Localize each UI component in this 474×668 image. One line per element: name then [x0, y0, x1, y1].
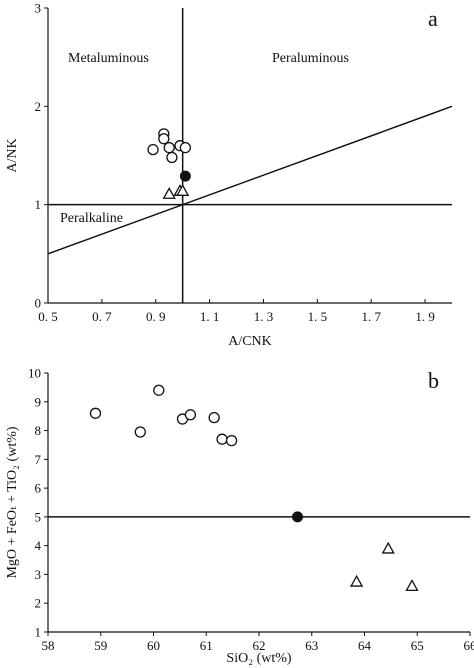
y-tick-label: 10 [28, 366, 41, 381]
panel-a-points [147, 128, 192, 199]
x-tick-label: 65 [411, 638, 424, 653]
reference-line-line [47, 105, 453, 255]
panel-b-y-axis-label: MgO + FeOₜ + TiO₂ (wt%) [5, 426, 20, 578]
y-tick-label: 0 [35, 296, 42, 311]
panel-a-reference-lines [47, 8, 453, 303]
x-tick-label: 1. 7 [361, 309, 381, 324]
data-point-open-triangle [162, 187, 176, 199]
x-tick-label: 66 [464, 638, 474, 653]
x-tick-label: 0. 7 [92, 309, 112, 324]
data-point-open-circle [179, 141, 192, 154]
data-point-open-triangle [176, 184, 190, 196]
x-tick-label: 60 [147, 638, 160, 653]
region-label-peralkaline: Peralkaline [60, 211, 123, 226]
y-tick-label: 9 [35, 394, 42, 409]
panel-a-y-axis-label: A/NK [5, 138, 20, 172]
y-tick-label: 5 [35, 509, 42, 524]
data-point-open-circle [166, 151, 178, 164]
x-tick-label: 1. 3 [254, 309, 274, 324]
x-tick-label: 63 [305, 638, 318, 653]
data-point-open-circle [153, 384, 165, 396]
y-tick-label: 6 [35, 481, 42, 496]
data-point-open-circle [163, 141, 175, 154]
y-tick-label: 2 [35, 596, 42, 611]
data-point-open-circle [208, 411, 220, 424]
data-point-open-triangle [381, 541, 395, 554]
panel-b-letter: b [428, 368, 439, 393]
y-tick-label: 4 [35, 538, 42, 553]
y-tick-label: 1 [35, 197, 42, 212]
region-label-metaluminous: Metaluminous [68, 51, 149, 66]
panel-b-chart: 58 59 60 61 62 63 64 65 66 1 2 3 4 5 6 7 8 9 10 SiO₂ (wt%)… [5, 366, 474, 667]
x-tick-label: 58 [42, 638, 55, 653]
x-tick-label: 1. 1 [200, 309, 220, 324]
data-point-open-triangle [349, 574, 364, 587]
panel-b-x-axis-label: SiO₂ (wt%) [226, 651, 291, 666]
panel-a-x-axis-label: A/CNK [228, 334, 272, 349]
data-point-open-circle [184, 409, 197, 421]
data-point-open-circle [89, 407, 102, 419]
x-tick-label: 59 [94, 638, 107, 653]
x-tick-label: 62 [253, 638, 266, 653]
panel-a-ticks: 0. 5 0. 7 0. 9 1. 1 1. 3 1. 5 1. 7 1. 9 0 1 2 3 [35, 1, 435, 325]
panel-b-points [89, 384, 419, 592]
data-point-open-triangle [405, 579, 419, 592]
panel-b-ticks: 58 59 60 61 62 63 64 65 66 1 2 3 4 5 6 7 8 9 10 [28, 366, 474, 654]
panel-a-letter: a [428, 6, 438, 31]
data-point-open-circle [134, 426, 146, 438]
data-point-open-circle [225, 434, 238, 447]
x-tick-label: 1. 9 [415, 309, 435, 324]
y-tick-label: 8 [35, 423, 42, 438]
x-tick-label: 0. 9 [146, 309, 166, 324]
y-tick-label: 2 [35, 99, 42, 114]
region-label-peraluminous: Peraluminous [272, 51, 349, 66]
x-tick-label: 64 [358, 638, 372, 653]
x-tick-label: 0. 5 [38, 309, 58, 324]
data-point-filled-circle [292, 511, 304, 523]
data-point-filled-circle [179, 170, 191, 182]
y-tick-label: 7 [35, 452, 42, 467]
data-point-open-circle [158, 133, 170, 145]
y-tick-label: 1 [35, 625, 42, 640]
y-tick-label: 3 [35, 1, 42, 16]
data-point-open-circle [216, 433, 228, 445]
x-tick-label: 61 [200, 638, 213, 653]
x-tick-label: 1. 5 [308, 309, 328, 324]
panel-a-chart: 0. 5 0. 7 0. 9 1. 1 1. 3 1. 5 1. 7 1. 9 0 1 2 3 A/C… [5, 1, 453, 349]
y-tick-label: 3 [35, 567, 42, 582]
data-point-open-circle [147, 143, 159, 156]
